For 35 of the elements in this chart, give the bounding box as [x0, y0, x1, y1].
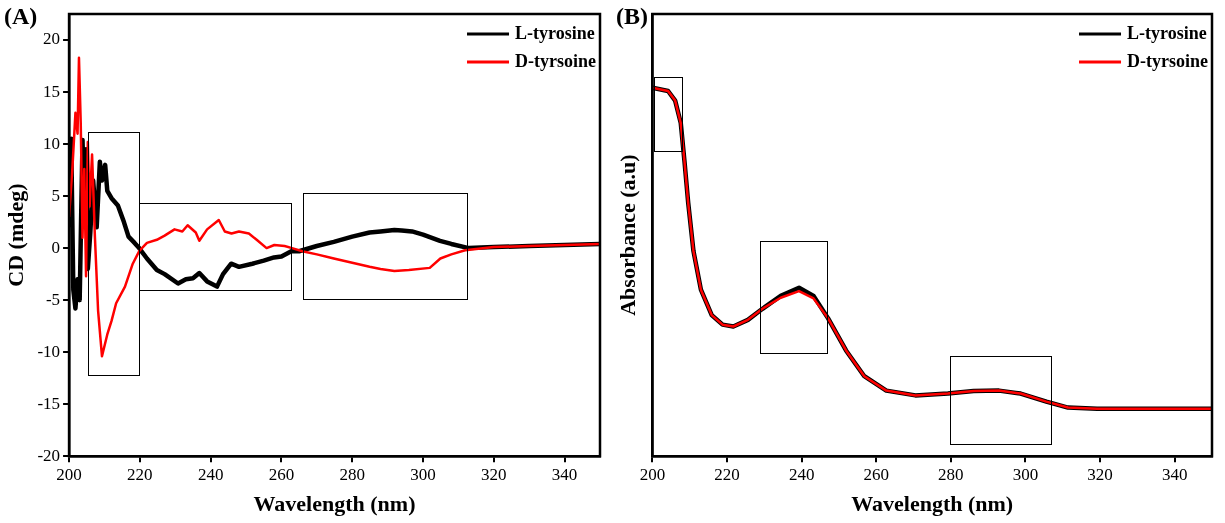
chart-title: (B)	[616, 3, 648, 30]
y-tick-label: 20	[43, 29, 61, 49]
y-axis-title: CD (mdeg)	[2, 183, 28, 287]
legend-label: L-tyrosine	[515, 22, 595, 43]
x-tick-label: 340	[1161, 464, 1188, 484]
x-tick-label: 220	[127, 464, 153, 484]
x-tick-label: 340	[551, 464, 578, 484]
x-tick-label: 300	[1012, 464, 1039, 484]
x-axis-title: Wavelength (nm)	[253, 491, 416, 517]
x-tick-label: 220	[714, 464, 740, 484]
x-tick-label: 300	[410, 464, 436, 484]
y-tick-label: -5	[45, 289, 61, 309]
x-tick-label: 240	[788, 464, 815, 484]
x-tick-label: 200	[639, 464, 666, 484]
legend-label: D-tyrsoine	[1127, 50, 1209, 71]
y-tick-label: 15	[43, 81, 61, 101]
x-tick-label: 320	[1087, 464, 1113, 484]
legend-label: L-tyrosine	[1127, 22, 1207, 43]
x-tick-label: 200	[56, 464, 82, 484]
chart-title: (A)	[4, 3, 38, 30]
y-tick-label: -10	[37, 341, 61, 361]
y-tick-label: 0	[51, 237, 61, 257]
x-tick-label: 260	[863, 464, 889, 484]
y-axis-title: Absorbance (a.u)	[614, 154, 640, 316]
y-tick-label: -15	[37, 393, 61, 413]
x-tick-label: 280	[339, 464, 365, 484]
x-tick-label: 320	[481, 464, 507, 484]
y-tick-label: 5	[51, 185, 61, 205]
y-tick-label: 10	[43, 133, 61, 153]
x-tick-label: 260	[268, 464, 295, 484]
x-tick-label: 280	[938, 464, 964, 484]
x-tick-label: 240	[197, 464, 224, 484]
x-axis-title: Wavelength (nm)	[851, 491, 1014, 517]
y-tick-label: -20	[37, 445, 61, 465]
legend-label: D-tyrsoine	[515, 50, 597, 71]
